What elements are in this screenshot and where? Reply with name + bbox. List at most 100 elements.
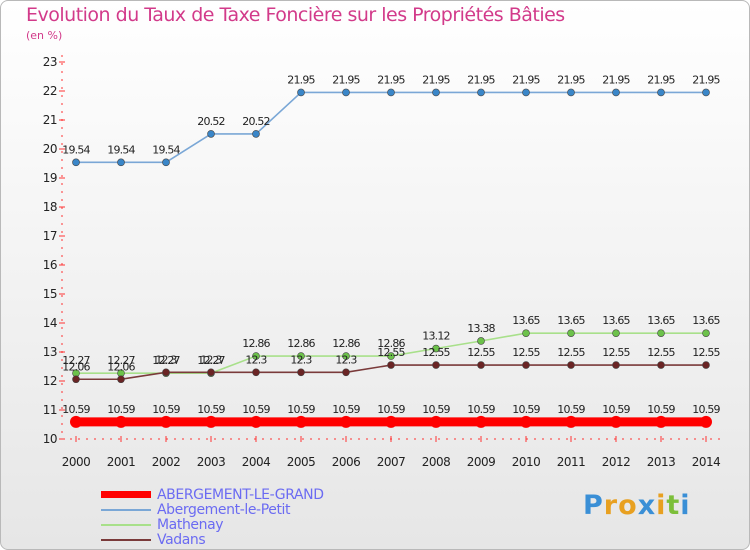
data-label: 10.59 [107,403,135,416]
y-tick-label: 23 [43,55,57,69]
data-label: 12.27 [62,354,90,367]
data-label: 12.55 [422,346,450,359]
chart-unit-label: (en %) [26,29,63,42]
data-point [162,158,170,167]
data-point [657,329,665,337]
data-label: 12.86 [242,337,270,350]
legend-item: Mathenay [101,516,324,533]
data-label: 21.95 [287,73,315,86]
data-label: 21.95 [557,73,585,86]
data-point [612,329,620,337]
data-label: 10.59 [287,403,315,416]
data-point [565,415,577,428]
data-label: 10.59 [242,403,270,416]
y-tick-label: 10 [43,432,57,446]
data-point [115,415,127,428]
y-tick-label: 20 [43,142,57,156]
data-label: 10.59 [62,403,90,416]
y-tick-label: 14 [43,316,57,330]
legend-swatch [101,508,151,511]
chart-title: Evolution du Taux de Taxe Foncière sur l… [26,4,565,26]
legend-label: ABERGEMENT-LE-GRAND [157,486,324,503]
data-label: 20.52 [197,115,225,128]
data-point [387,352,395,360]
data-label: 19.54 [62,143,90,156]
data-point [342,368,350,377]
x-tick-label: 2001 [107,455,136,469]
x-tick-label: 2008 [422,455,451,469]
data-point [340,415,352,428]
data-point [342,352,350,360]
data-point [702,361,710,369]
data-point [477,88,485,97]
data-label: 12.3 [155,353,177,366]
y-tick-label: 19 [43,171,57,185]
data-label: 10.59 [602,403,630,416]
data-point [612,88,620,97]
data-label: 12.3 [335,353,357,366]
data-point [70,415,82,428]
data-label: 19.54 [152,143,180,156]
x-tick-label: 2010 [512,455,541,469]
data-label: 10.59 [332,403,360,416]
data-label: 21.95 [692,73,720,86]
data-point [655,415,667,428]
data-point [207,368,215,377]
legend-item: ABERGEMENT-LE-GRAND [101,486,324,503]
proxiti-logo: Proxiti [583,490,691,521]
data-point [520,415,532,428]
data-label: 21.95 [377,73,405,86]
data-label: 10.59 [692,403,720,416]
data-label: 10.59 [377,403,405,416]
logo-letter: o [618,490,638,521]
legend-label: Mathenay [157,516,224,533]
data-label: 12.55 [557,346,585,359]
data-point [252,352,260,360]
data-point [522,361,530,369]
legend-swatch [101,491,151,498]
data-point [475,415,487,428]
data-label: 13.65 [557,314,585,327]
data-point [385,415,397,428]
data-label: 10.59 [197,403,225,416]
legend-swatch [101,538,151,541]
data-point [205,415,217,428]
data-label: 12.86 [377,337,405,350]
data-label: 21.95 [647,73,675,86]
data-point [160,415,172,428]
data-point [657,88,665,97]
data-label: 12.55 [377,346,405,359]
data-label: 21.95 [467,73,495,86]
data-label: 12.86 [332,337,360,350]
data-label: 21.95 [332,73,360,86]
y-tick-label: 18 [43,200,57,214]
data-point [295,415,307,428]
data-point [432,361,440,369]
chart-legend: ABERGEMENT-LE-GRAND Abergement-le-Petit Ma… [101,486,324,548]
data-point [567,361,575,369]
logo-letter: P [583,490,604,521]
y-tick-label: 16 [43,258,57,272]
data-label: 12.55 [467,346,495,359]
y-tick-label: 21 [43,113,57,127]
data-label: 12.55 [692,346,720,359]
data-point [72,158,80,167]
data-label: 12.55 [602,346,630,359]
data-point [567,329,575,337]
data-point [567,88,575,97]
data-label: 10.59 [422,403,450,416]
data-point [297,88,305,97]
data-label: 21.95 [512,73,540,86]
data-label: 12.55 [512,346,540,359]
x-tick-label: 2011 [557,455,586,469]
data-label: 13.65 [602,314,630,327]
x-tick-label: 2014 [692,455,721,469]
data-label: 12.3 [245,353,267,366]
data-label: 10.59 [647,403,675,416]
y-tick-label: 13 [43,345,57,359]
y-tick-label: 17 [43,229,57,243]
legend-item: Abergement-le-Petit [101,502,324,518]
data-point [297,368,305,377]
data-point [702,88,710,97]
data-label: 21.95 [602,73,630,86]
